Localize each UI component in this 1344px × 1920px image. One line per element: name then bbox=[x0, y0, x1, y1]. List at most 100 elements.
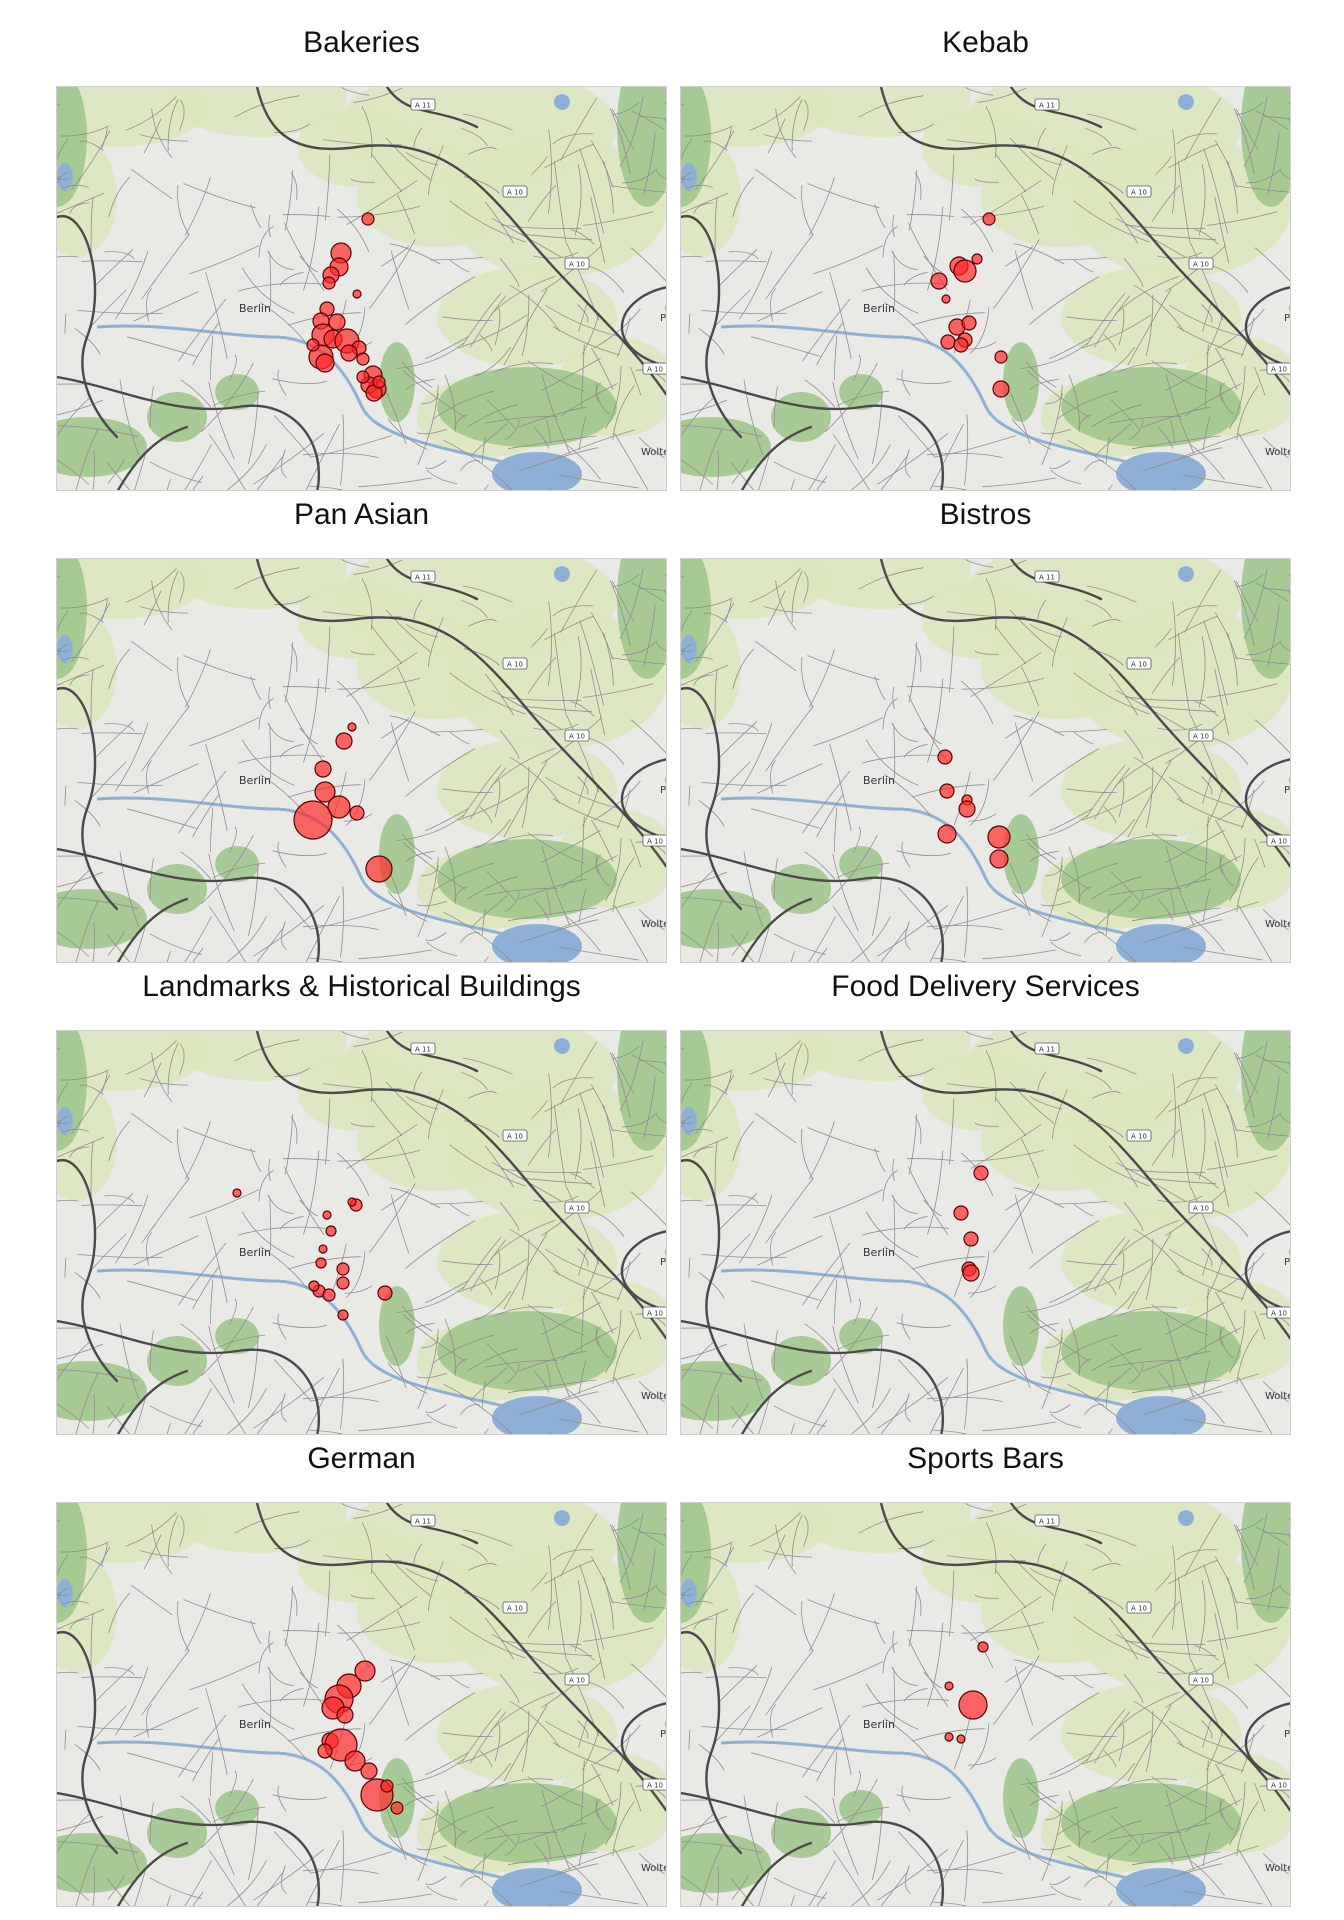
venue-marker[interactable] bbox=[347, 1197, 357, 1207]
venue-marker[interactable] bbox=[956, 1734, 966, 1744]
svg-text:A 10: A 10 bbox=[507, 1133, 523, 1141]
venue-marker[interactable] bbox=[982, 212, 996, 226]
venue-marker[interactable] bbox=[336, 1706, 354, 1724]
venue-marker[interactable] bbox=[361, 212, 375, 226]
svg-text:A 10: A 10 bbox=[569, 1205, 585, 1213]
farmland-area bbox=[437, 1211, 617, 1311]
marker-layer bbox=[930, 212, 1010, 398]
venue-marker[interactable] bbox=[349, 805, 365, 821]
map-view[interactable]: A 11 A 10 A 10 A 10 Berlin Wolte P bbox=[56, 1030, 667, 1435]
venue-marker[interactable] bbox=[308, 1280, 320, 1292]
venue-marker[interactable] bbox=[360, 1762, 378, 1780]
venue-marker[interactable] bbox=[317, 1743, 333, 1759]
map-view[interactable]: A 11 A 10 A 10 A 10 Berlin Wolte P bbox=[56, 86, 667, 491]
forest-area bbox=[147, 1808, 207, 1858]
venue-marker[interactable] bbox=[336, 1276, 350, 1290]
venue-marker[interactable] bbox=[318, 1244, 328, 1254]
venue-marker[interactable] bbox=[973, 1165, 989, 1181]
venue-marker[interactable] bbox=[293, 800, 333, 840]
motorway-network bbox=[57, 1503, 666, 1906]
map-view[interactable]: A 11 A 10 A 10 A 10 Berlin Wolte P bbox=[680, 86, 1291, 491]
map-panel: Kebab A 11 A 10 A 10 A 10 Berlin Wolte P bbox=[680, 20, 1291, 491]
venue-marker[interactable] bbox=[971, 253, 983, 265]
venue-marker[interactable] bbox=[315, 353, 335, 373]
venue-marker[interactable] bbox=[322, 1210, 332, 1220]
map-panel: Bakeries A 11 A 10 A 10 A 10 Berlin Wolte P bbox=[56, 20, 667, 491]
venue-marker[interactable] bbox=[340, 344, 358, 362]
venue-marker[interactable] bbox=[992, 380, 1010, 398]
venue-marker[interactable] bbox=[939, 783, 955, 799]
venue-marker[interactable] bbox=[937, 824, 957, 844]
map-view[interactable]: A 11 A 10 A 10 A 10 Berlin Wolte P bbox=[56, 1502, 667, 1907]
venue-marker[interactable] bbox=[977, 1641, 989, 1653]
venue-marker[interactable] bbox=[958, 1690, 988, 1720]
venue-marker[interactable] bbox=[989, 849, 1009, 869]
map-view[interactable]: A 11 A 10 A 10 A 10 Berlin Wolte P bbox=[680, 1502, 1291, 1907]
venue-marker[interactable] bbox=[322, 276, 336, 290]
lake bbox=[1116, 1396, 1206, 1434]
motorway-network bbox=[681, 559, 1290, 962]
venue-marker[interactable] bbox=[344, 1750, 366, 1772]
venue-marker[interactable] bbox=[314, 760, 332, 778]
venue-marker[interactable] bbox=[961, 315, 977, 331]
venue-marker[interactable] bbox=[944, 1681, 954, 1691]
farmland-area bbox=[791, 1503, 971, 1553]
venue-marker[interactable] bbox=[306, 338, 320, 352]
venue-marker[interactable] bbox=[944, 1732, 954, 1742]
venue-marker[interactable] bbox=[356, 352, 370, 366]
svg-text:A 10: A 10 bbox=[1193, 1205, 1209, 1213]
farmland-area bbox=[1061, 1211, 1241, 1311]
venue-marker[interactable] bbox=[337, 1309, 349, 1321]
map-view[interactable]: A 11 A 10 A 10 A 10 Berlin Wolte P bbox=[680, 1030, 1291, 1435]
venue-marker[interactable] bbox=[336, 1262, 350, 1276]
road-shield: A 10 bbox=[1126, 1601, 1152, 1614]
panel-title: Bistros bbox=[939, 498, 1032, 531]
venue-marker[interactable] bbox=[987, 825, 1011, 849]
city-label: Berlin bbox=[239, 774, 271, 787]
venue-marker[interactable] bbox=[963, 1231, 979, 1247]
venue-marker[interactable] bbox=[930, 272, 948, 290]
venue-marker[interactable] bbox=[390, 1801, 404, 1815]
road-shield: A 10 bbox=[564, 257, 590, 270]
venue-marker[interactable] bbox=[941, 294, 951, 304]
map-view[interactable]: A 11 A 10 A 10 A 10 Berlin Wolte P bbox=[680, 558, 1291, 963]
venue-marker[interactable] bbox=[958, 800, 976, 818]
city-label: Berlin bbox=[863, 302, 895, 315]
venue-marker[interactable] bbox=[994, 350, 1008, 364]
street-network bbox=[681, 1031, 1290, 1434]
venue-marker[interactable] bbox=[380, 1779, 394, 1793]
venue-marker[interactable] bbox=[352, 289, 362, 299]
svg-text:A 10: A 10 bbox=[1131, 661, 1147, 669]
venue-marker[interactable] bbox=[327, 795, 351, 819]
venue-marker[interactable] bbox=[335, 732, 353, 750]
venue-marker[interactable] bbox=[962, 1264, 980, 1282]
venue-marker[interactable] bbox=[937, 749, 953, 765]
venue-marker[interactable] bbox=[347, 722, 357, 732]
venue-marker[interactable] bbox=[232, 1188, 242, 1198]
venue-marker[interactable] bbox=[953, 1205, 969, 1221]
venue-marker[interactable] bbox=[315, 1257, 327, 1269]
river bbox=[720, 1740, 1152, 1885]
city-label: Berlin bbox=[863, 1718, 895, 1731]
venue-marker[interactable] bbox=[372, 375, 386, 389]
venue-marker[interactable] bbox=[328, 313, 346, 331]
map-view[interactable]: A 11 A 10 A 10 A 10 Berlin Wolte P bbox=[56, 558, 667, 963]
river bbox=[720, 1268, 1152, 1413]
venue-marker[interactable] bbox=[356, 370, 370, 384]
forest-area bbox=[57, 1833, 147, 1893]
venue-marker[interactable] bbox=[953, 337, 969, 353]
venue-marker[interactable] bbox=[325, 1225, 337, 1237]
venue-marker[interactable] bbox=[322, 1288, 336, 1302]
lake bbox=[492, 924, 582, 962]
venue-marker[interactable] bbox=[314, 781, 336, 803]
venue-marker[interactable] bbox=[940, 334, 956, 350]
venue-marker[interactable] bbox=[354, 1660, 376, 1682]
venue-marker[interactable] bbox=[377, 1285, 393, 1301]
venue-marker[interactable] bbox=[953, 259, 977, 283]
panel-title: German bbox=[307, 1442, 416, 1475]
forest-area bbox=[379, 342, 415, 422]
venue-marker[interactable] bbox=[365, 855, 393, 883]
map-canvas: A 11 A 10 A 10 A 10 Berlin Wolte P bbox=[57, 559, 666, 962]
road-shield: A 11 bbox=[1034, 570, 1060, 583]
lake bbox=[554, 1510, 570, 1526]
